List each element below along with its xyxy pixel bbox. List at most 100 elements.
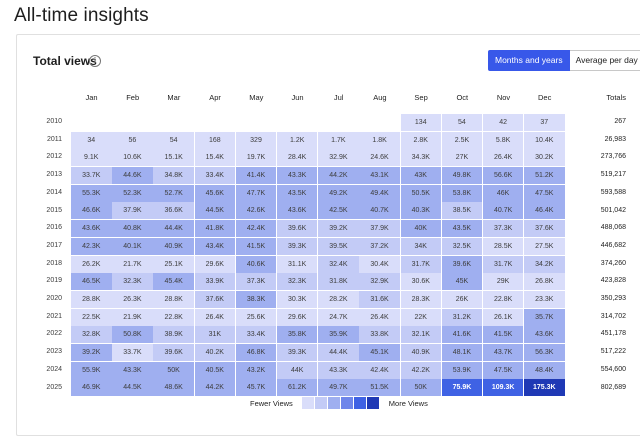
heatmap-cell[interactable]: 34.3K bbox=[400, 149, 441, 167]
heatmap-cell[interactable]: 33.8K bbox=[359, 326, 400, 344]
heatmap-cell[interactable]: 53.9K bbox=[441, 361, 483, 379]
heatmap-cell[interactable]: 40.2K bbox=[194, 343, 236, 361]
heatmap-cell[interactable]: 22.5K bbox=[71, 308, 112, 326]
heatmap-cell[interactable]: 39.3K bbox=[276, 343, 318, 361]
heatmap-cell[interactable]: 32.5K bbox=[441, 237, 483, 255]
heatmap-cell[interactable]: 175.3K bbox=[524, 379, 565, 397]
heatmap-cell[interactable]: 31.8K bbox=[318, 273, 359, 291]
heatmap-cell[interactable]: 45.4K bbox=[153, 273, 194, 291]
heatmap-cell[interactable]: 53.8K bbox=[441, 184, 483, 202]
heatmap-cell[interactable]: 44.4K bbox=[153, 220, 194, 238]
heatmap-cell[interactable]: 40.9K bbox=[153, 237, 194, 255]
heatmap-cell[interactable]: 30.3K bbox=[276, 290, 318, 308]
heatmap-cell[interactable]: 51.2K bbox=[524, 167, 565, 185]
heatmap-cell[interactable]: 44.5K bbox=[194, 202, 236, 220]
heatmap-cell[interactable]: 329 bbox=[235, 131, 277, 149]
heatmap-cell[interactable]: 37.9K bbox=[359, 220, 400, 238]
heatmap-cell[interactable]: 22.8K bbox=[482, 290, 524, 308]
heatmap-cell[interactable]: 39.5K bbox=[318, 237, 359, 255]
heatmap-cell[interactable]: 39.2K bbox=[318, 220, 359, 238]
heatmap-cell[interactable]: 44.2K bbox=[318, 167, 359, 185]
heatmap-cell[interactable]: 25.1K bbox=[153, 255, 194, 273]
heatmap-cell[interactable]: 28.4K bbox=[276, 149, 318, 167]
heatmap-cell[interactable]: 56 bbox=[112, 131, 153, 149]
heatmap-cell[interactable]: 40K bbox=[400, 220, 441, 238]
heatmap-cell[interactable]: 43.3K bbox=[318, 361, 359, 379]
heatmap-cell[interactable]: 52.3K bbox=[112, 184, 153, 202]
heatmap-cell[interactable]: 1.7K bbox=[318, 131, 359, 149]
heatmap-cell[interactable]: 30.2K bbox=[524, 149, 565, 167]
heatmap-cell[interactable]: 31K bbox=[194, 326, 236, 344]
heatmap-cell[interactable]: 26K bbox=[441, 290, 483, 308]
heatmap-cell[interactable]: 46K bbox=[482, 184, 524, 202]
heatmap-cell[interactable]: 48.1K bbox=[441, 343, 483, 361]
heatmap-cell[interactable]: 31.7K bbox=[482, 255, 524, 273]
heatmap-cell[interactable]: 45.7K bbox=[235, 379, 277, 397]
heatmap-cell[interactable]: 47.5K bbox=[524, 184, 565, 202]
heatmap-cell[interactable]: 32.3K bbox=[112, 273, 153, 291]
heatmap-cell[interactable]: 42.4K bbox=[235, 220, 277, 238]
heatmap-cell[interactable]: 44K bbox=[276, 361, 318, 379]
heatmap-cell[interactable]: 46.9K bbox=[71, 379, 112, 397]
heatmap-cell[interactable]: 26.1K bbox=[482, 308, 524, 326]
heatmap-cell[interactable]: 49.2K bbox=[318, 184, 359, 202]
heatmap-cell[interactable]: 32.1K bbox=[400, 326, 441, 344]
heatmap-cell[interactable]: 41.4K bbox=[235, 167, 277, 185]
heatmap-cell[interactable]: 41.5K bbox=[235, 237, 277, 255]
heatmap-cell[interactable]: 30.6K bbox=[400, 273, 441, 291]
heatmap-cell[interactable]: 26.3K bbox=[112, 290, 153, 308]
heatmap-cell[interactable]: 1.8K bbox=[359, 131, 400, 149]
heatmap-cell[interactable]: 31.6K bbox=[359, 290, 400, 308]
heatmap-cell[interactable]: 43.3K bbox=[112, 361, 153, 379]
heatmap-cell[interactable]: 44.5K bbox=[112, 379, 153, 397]
heatmap-cell[interactable]: 44.4K bbox=[318, 343, 359, 361]
months-and-years-button[interactable]: Months and years bbox=[488, 50, 570, 71]
heatmap-cell[interactable]: 109.3K bbox=[482, 379, 524, 397]
heatmap-cell[interactable]: 32.9K bbox=[318, 149, 359, 167]
info-icon[interactable]: i bbox=[89, 55, 101, 67]
heatmap-cell[interactable]: 44.2K bbox=[194, 379, 236, 397]
heatmap-cell[interactable]: 49.7K bbox=[318, 379, 359, 397]
heatmap-cell[interactable]: 1.2K bbox=[276, 131, 318, 149]
heatmap-cell[interactable]: 48.6K bbox=[153, 379, 194, 397]
heatmap-cell[interactable]: 33.4K bbox=[235, 326, 277, 344]
heatmap-cell[interactable]: 50.8K bbox=[112, 326, 153, 344]
heatmap-cell[interactable]: 37.3K bbox=[482, 220, 524, 238]
heatmap-cell[interactable]: 43K bbox=[400, 167, 441, 185]
heatmap-cell[interactable]: 45.6K bbox=[194, 184, 236, 202]
heatmap-cell[interactable]: 35.7K bbox=[524, 308, 565, 326]
heatmap-cell[interactable]: 32.9K bbox=[359, 273, 400, 291]
heatmap-cell[interactable]: 42.5K bbox=[318, 202, 359, 220]
heatmap-cell[interactable]: 42.2K bbox=[400, 361, 441, 379]
heatmap-cell[interactable]: 2.5K bbox=[441, 131, 483, 149]
heatmap-cell[interactable]: 26.4K bbox=[194, 308, 236, 326]
heatmap-cell[interactable]: 33.7K bbox=[71, 167, 112, 185]
heatmap-cell[interactable]: 5.8K bbox=[482, 131, 524, 149]
heatmap-cell[interactable]: 24.6K bbox=[359, 149, 400, 167]
heatmap-cell[interactable]: 26.8K bbox=[524, 273, 565, 291]
heatmap-cell[interactable]: 44.6K bbox=[112, 167, 153, 185]
heatmap-cell[interactable]: 43.7K bbox=[482, 343, 524, 361]
heatmap-cell[interactable]: 31.7K bbox=[400, 255, 441, 273]
heatmap-cell[interactable]: 35.8K bbox=[276, 326, 318, 344]
heatmap-cell[interactable]: 49.4K bbox=[359, 184, 400, 202]
heatmap-cell[interactable]: 56.3K bbox=[524, 343, 565, 361]
heatmap-cell[interactable]: 39.6K bbox=[276, 220, 318, 238]
heatmap-cell[interactable]: 28.8K bbox=[71, 290, 112, 308]
heatmap-cell[interactable]: 37.6K bbox=[194, 290, 236, 308]
heatmap-cell[interactable]: 29.6K bbox=[276, 308, 318, 326]
heatmap-cell[interactable]: 42 bbox=[482, 114, 524, 131]
heatmap-cell[interactable]: 37.2K bbox=[359, 237, 400, 255]
heatmap-cell[interactable]: 40.9K bbox=[400, 343, 441, 361]
heatmap-cell[interactable]: 42.4K bbox=[359, 361, 400, 379]
heatmap-cell[interactable]: 50.5K bbox=[400, 184, 441, 202]
heatmap-cell[interactable]: 15.1K bbox=[153, 149, 194, 167]
heatmap-cell[interactable]: 61.2K bbox=[276, 379, 318, 397]
heatmap-cell[interactable]: 35.9K bbox=[318, 326, 359, 344]
heatmap-cell[interactable]: 19.7K bbox=[235, 149, 277, 167]
heatmap-cell[interactable]: 54 bbox=[153, 131, 194, 149]
heatmap-cell[interactable]: 37.9K bbox=[112, 202, 153, 220]
heatmap-cell[interactable]: 40.8K bbox=[112, 220, 153, 238]
heatmap-cell[interactable]: 33.7K bbox=[112, 343, 153, 361]
heatmap-cell[interactable]: 50K bbox=[153, 361, 194, 379]
